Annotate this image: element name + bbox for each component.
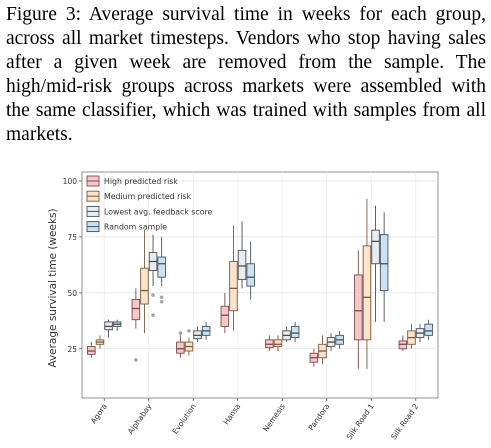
y-tick-label: 25 [67,345,77,354]
x-tick-label: Silk Road 2 [389,402,420,441]
x-tick-label: Alphabay [126,402,154,436]
box [424,323,433,336]
box [176,341,185,354]
box-group [398,319,433,352]
box [371,229,380,265]
y-tick-label: 100 [63,177,78,186]
box-group [176,321,211,358]
legend-item: High predicted risk [86,175,178,187]
x-tick-label: Nemesis [261,402,287,433]
box [220,305,230,327]
box [379,234,389,292]
outlier-point [159,295,164,300]
legend-label: High predicted risk [104,177,178,186]
outlier-point [159,299,164,304]
box [354,274,363,341]
box-group [265,321,300,352]
outlier-point [151,313,155,318]
x-tick-label: Hansa [222,402,243,426]
legend-item: Medium predicted risk [86,190,192,202]
outlier-point [187,329,191,333]
box-group [354,198,389,369]
box [157,256,166,278]
x-tick-label: Pandora [306,402,331,432]
box-group [309,330,344,367]
box-group [87,319,122,358]
x-axis: Agora Alphabay Evolution Hansa Nemesis Pandor… [89,398,421,441]
box [290,325,300,339]
box [237,249,247,280]
box-group [131,230,166,362]
box [229,261,238,312]
grid-lines [82,172,438,398]
y-axis: 25 50 75 100 [63,177,82,354]
legend-label: Medium predicted risk [104,192,192,201]
box-group [220,221,255,334]
outlier-point [134,358,138,362]
legend-label: Random sample [104,223,167,232]
outlier-point [178,331,183,335]
x-tick-label: Evolution [170,402,198,436]
y-tick-label: 75 [67,233,77,242]
y-tick-label: 50 [67,289,77,298]
box-groups [87,198,433,369]
outlier-point [151,293,155,297]
box [273,339,283,347]
figure-caption: Figure 3: Average survival time in weeks… [6,4,486,145]
x-tick-label: Agora [89,402,109,425]
y-axis-label: Average survival time (weeks) [47,208,59,367]
box [140,267,149,305]
legend: High predicted risk Medium predicted risk… [86,175,212,233]
x-tick-label: Silk Road 1 [345,402,376,441]
box [362,245,372,341]
box [246,263,255,287]
legend-item: Random sample [86,221,167,233]
legend-item: Lowest avg. feedback score [86,205,212,217]
box [131,299,141,321]
legend-label: Lowest avg. feedback score [104,207,212,216]
